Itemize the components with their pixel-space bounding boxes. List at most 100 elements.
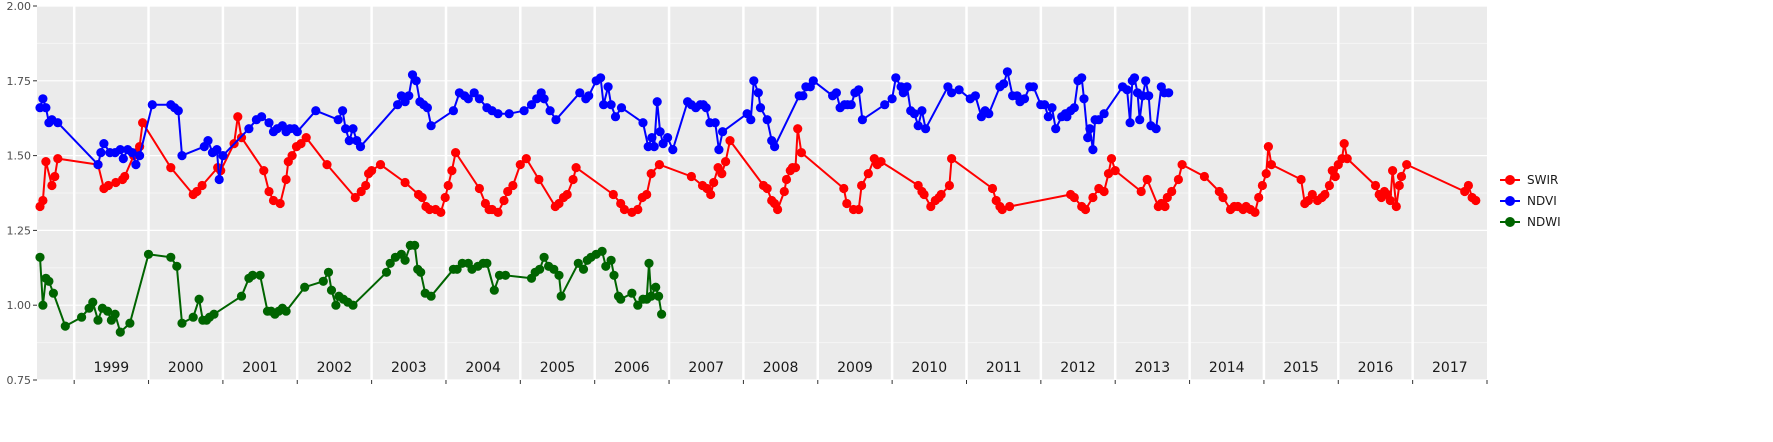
legend-label: NDVI [1527, 194, 1557, 208]
year-label: 2007 [688, 360, 724, 376]
legend-key-point [1505, 196, 1515, 206]
data-point-ndvi [177, 151, 187, 161]
data-point-ndvi [902, 82, 912, 92]
data-point-swir [400, 177, 410, 188]
data-point-ndwi [609, 270, 619, 280]
data-point-ndvi [701, 103, 711, 113]
data-point-swir [1136, 186, 1146, 197]
data-point-ndvi [411, 76, 421, 86]
data-point-swir [790, 163, 801, 173]
year-label: 2001 [242, 360, 278, 376]
data-point-ndwi [539, 252, 549, 262]
data-point-swir [654, 160, 665, 170]
data-point-swir [233, 112, 243, 122]
data-point-ndvi [474, 94, 484, 104]
data-point-swir [447, 166, 457, 176]
data-point-swir [1388, 166, 1398, 176]
data-point-ndwi [236, 291, 247, 301]
data-point-ndvi [96, 148, 106, 158]
data-point-ndwi [115, 327, 125, 337]
year-label: 2003 [391, 360, 427, 376]
data-point-ndvi [638, 118, 648, 128]
data-point-swir [264, 186, 274, 197]
data-point-ndvi [663, 133, 673, 143]
data-point-ndvi [887, 94, 897, 104]
data-point-ndvi [710, 118, 720, 128]
data-point-ndwi [549, 264, 559, 274]
data-point-ndvi [448, 106, 458, 116]
data-point-ndvi [770, 142, 780, 152]
data-point-swir [367, 166, 377, 176]
data-point-swir [53, 154, 63, 164]
data-point-ndvi [746, 115, 756, 125]
data-point-ndvi [718, 127, 728, 137]
data-point-ndwi [426, 291, 436, 301]
data-point-swir [197, 180, 207, 191]
data-point-swir [1142, 174, 1152, 185]
data-point-swir [192, 186, 202, 197]
data-point-ndwi [348, 300, 358, 310]
data-point-swir [1394, 180, 1404, 191]
year-label: 2013 [1135, 360, 1171, 376]
data-point-swir [919, 189, 929, 200]
data-point-swir [1110, 166, 1120, 176]
data-point-ndwi [331, 300, 341, 310]
data-point-swir [508, 180, 518, 191]
data-point-ndvi [545, 106, 555, 116]
data-point-ndvi [984, 109, 994, 119]
data-point-swir [281, 174, 291, 185]
data-point-swir [857, 180, 867, 191]
data-point-ndvi [292, 127, 302, 137]
data-point-swir [944, 180, 955, 191]
data-point-swir [120, 171, 130, 182]
data-point-ndvi [668, 145, 678, 155]
data-point-ndvi [596, 73, 606, 83]
data-point-ndvi [947, 88, 957, 98]
data-point-swir [275, 198, 285, 209]
data-point-swir [47, 180, 57, 191]
y-axis: 0.75 1.00 1.25 1.50 1.75 2.00 [7, 0, 37, 387]
data-point-swir [503, 186, 513, 197]
data-point-swir [521, 154, 531, 164]
data-point-ndvi [115, 145, 125, 155]
data-point-swir [50, 171, 60, 182]
data-point-swir [1069, 192, 1079, 203]
data-point-ndvi [714, 145, 724, 155]
data-point-ndvi [1083, 133, 1093, 143]
data-point-swir [440, 192, 450, 203]
data-point-ndvi [1151, 124, 1161, 134]
data-point-swir [1370, 180, 1381, 191]
data-point-swir [166, 163, 176, 173]
data-point-ndvi [954, 85, 964, 95]
data-point-ndwi [627, 288, 637, 298]
data-point-ndwi [500, 270, 511, 280]
data-point-swir [571, 163, 581, 173]
data-point-ndvi [504, 109, 514, 119]
data-point-swir [1342, 154, 1352, 164]
data-point-swir [562, 189, 572, 200]
data-point-ndwi [143, 249, 154, 259]
data-point-swir [1218, 192, 1228, 203]
data-point-ndvi [652, 97, 662, 107]
data-point-swir [1160, 201, 1170, 212]
data-point-swir [1088, 192, 1098, 203]
data-point-ndwi [38, 300, 48, 310]
data-point-swir [296, 139, 306, 149]
data-point-ndwi [651, 282, 661, 292]
data-point-ndvi [1164, 88, 1174, 98]
data-point-ndvi [463, 94, 473, 104]
data-point-swir [1471, 195, 1481, 206]
data-point-swir [1199, 171, 1209, 182]
data-point-swir [568, 174, 578, 185]
y-tick-label: 1.75 [7, 75, 32, 88]
year-label: 2011 [986, 360, 1022, 376]
data-point-ndvi [857, 115, 868, 125]
year-label: 2016 [1358, 360, 1394, 376]
data-point-ndwi [177, 318, 187, 328]
data-point-ndvi [493, 109, 503, 119]
data-point-swir [781, 174, 792, 185]
data-point-swir [1330, 171, 1340, 182]
data-point-ndvi [173, 106, 183, 116]
data-point-swir [779, 186, 789, 197]
data-point-ndwi [482, 258, 492, 268]
